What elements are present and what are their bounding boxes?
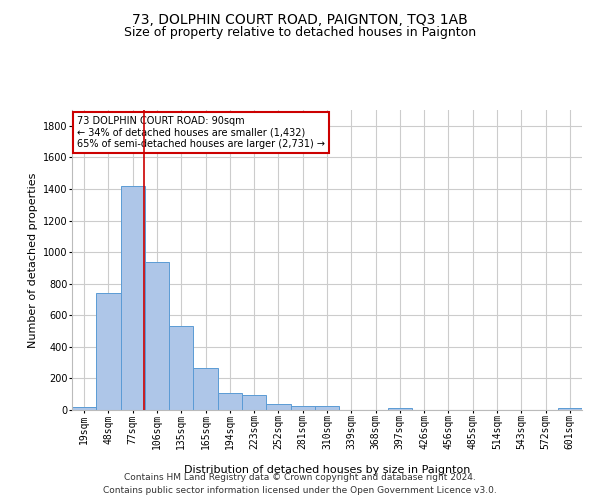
Bar: [315, 406, 339, 410]
Bar: [266, 404, 290, 410]
Y-axis label: Number of detached properties: Number of detached properties: [28, 172, 38, 348]
Bar: [290, 406, 315, 410]
Bar: [193, 368, 218, 410]
Bar: [218, 394, 242, 410]
Bar: [96, 293, 121, 410]
Text: Contains HM Land Registry data © Crown copyright and database right 2024.
Contai: Contains HM Land Registry data © Crown c…: [103, 474, 497, 495]
Bar: [558, 408, 582, 410]
Text: Size of property relative to detached houses in Paignton: Size of property relative to detached ho…: [124, 26, 476, 39]
Text: 73, DOLPHIN COURT ROAD, PAIGNTON, TQ3 1AB: 73, DOLPHIN COURT ROAD, PAIGNTON, TQ3 1A…: [132, 12, 468, 26]
Bar: [388, 408, 412, 410]
Bar: [169, 326, 193, 410]
Bar: [121, 186, 145, 410]
Text: Distribution of detached houses by size in Paignton: Distribution of detached houses by size …: [184, 465, 470, 475]
Bar: [242, 396, 266, 410]
Bar: [72, 407, 96, 410]
Bar: [145, 262, 169, 410]
Text: 73 DOLPHIN COURT ROAD: 90sqm
← 34% of detached houses are smaller (1,432)
65% of: 73 DOLPHIN COURT ROAD: 90sqm ← 34% of de…: [77, 116, 325, 149]
